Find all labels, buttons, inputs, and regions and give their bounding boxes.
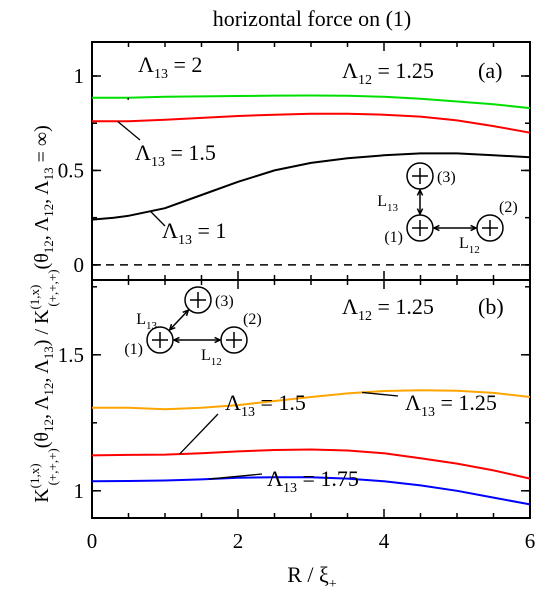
y-tick-label: 1 bbox=[74, 64, 85, 88]
arrow-head bbox=[432, 224, 440, 232]
series-leader bbox=[362, 391, 399, 397]
distance-label-12: L12 bbox=[201, 347, 222, 368]
series-line bbox=[92, 389, 531, 411]
arrow-head bbox=[168, 323, 176, 332]
x-tick-label: 0 bbox=[87, 529, 98, 553]
panel-b: 0 2 4 6 1 1.5 Λ13 = 1.25 Λ13 = 1.5 Λ13 = 1.75 Λ12… bbox=[58, 279, 536, 553]
ylabel-b-K: K bbox=[31, 488, 53, 503]
x-tick-label: 2 bbox=[233, 529, 244, 553]
series-leader bbox=[117, 120, 141, 141]
panel-header: Λ12 = 1.25 bbox=[342, 294, 434, 324]
particle-label: (3) bbox=[437, 169, 456, 186]
series-line bbox=[92, 94, 531, 110]
inset-diagram: (1) (2) (3) L13 L12 bbox=[124, 286, 262, 368]
y-tick-label: 0.5 bbox=[58, 158, 84, 182]
particle-label: (1) bbox=[384, 229, 403, 246]
series-label: Λ13 = 1.5 bbox=[135, 140, 216, 170]
y-tick-label: 1.5 bbox=[58, 343, 84, 367]
particle-label: (2) bbox=[243, 311, 262, 328]
arrow-head bbox=[470, 224, 478, 232]
series-line bbox=[91, 476, 531, 506]
x-tick-label: 6 bbox=[525, 529, 536, 553]
distance-label-13: L13 bbox=[377, 193, 398, 214]
y-tick-label: 1 bbox=[74, 479, 85, 503]
series-label: Λ13 = 1.5 bbox=[225, 390, 306, 420]
arrow-head bbox=[172, 336, 180, 344]
arrow-head bbox=[416, 188, 424, 196]
series-leader bbox=[149, 210, 166, 227]
series-label: Λ13 = 2 bbox=[138, 52, 202, 82]
y-axis-label: K(1,x) (+,+,+)(θ12, Λ12, Λ13) / K(1,x) (+,… bbox=[27, 125, 60, 503]
particle-label: (1) bbox=[124, 341, 143, 358]
svg-text:K(1,x)(+,+,+)(θ12, Λ12, Λ13) /: K(1,x) (+,+,+)(θ12, Λ12, Λ13) / K(1,x) (+,… bbox=[27, 125, 60, 503]
chart-title: horizontal force on (1) bbox=[213, 6, 412, 31]
panel-header: Λ12 = 1.25 bbox=[342, 58, 434, 88]
panel-label: (a) bbox=[478, 58, 502, 83]
panel-a: 0 0.5 1 Λ13 = 2 Λ13 = 1.5 Λ13 = 1 Λ12 = 1.25 (a… bbox=[58, 41, 531, 281]
x-axis-label: R / ξ+ bbox=[287, 562, 337, 590]
series-leader bbox=[179, 413, 219, 455]
series-label: Λ13 = 1.75 bbox=[267, 466, 359, 496]
series-line bbox=[91, 152, 531, 221]
series-label: Λ13 = 1 bbox=[162, 218, 226, 248]
distance-arrow bbox=[169, 309, 189, 331]
series-label: Λ13 = 1.25 bbox=[405, 390, 497, 420]
distance-label-12: L12 bbox=[459, 235, 480, 256]
arrow-head bbox=[416, 208, 424, 216]
particle-label: (3) bbox=[215, 293, 234, 310]
particle-disk bbox=[184, 286, 212, 314]
y-tick-label: 0 bbox=[74, 253, 85, 277]
arrow-head bbox=[182, 308, 190, 317]
particle-label: (2) bbox=[499, 199, 518, 216]
inset-diagram: (1) (2) (3) L13 L12 bbox=[377, 162, 518, 256]
distance-label-13: L13 bbox=[136, 311, 157, 332]
series-line bbox=[92, 112, 531, 134]
series-line bbox=[91, 448, 531, 480]
arrow-head bbox=[214, 336, 222, 344]
series-leader bbox=[208, 473, 263, 480]
series-leader bbox=[127, 97, 130, 101]
x-tick-label: 4 bbox=[379, 529, 390, 553]
panel-label: (b) bbox=[478, 294, 504, 319]
